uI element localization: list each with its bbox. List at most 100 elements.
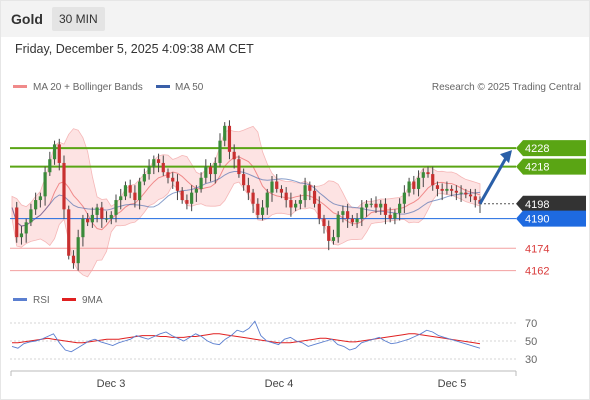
- candle: [379, 200, 383, 215]
- candle: [450, 185, 454, 197]
- candle-body: [331, 237, 336, 241]
- candle: [67, 205, 71, 260]
- candle-body: [431, 174, 435, 186]
- price-panel: 4228 4218 4198 4190 4174 4162: [10, 120, 586, 278]
- candle-body: [289, 200, 293, 208]
- price-tag-4218: 4218: [516, 158, 586, 175]
- candle-body: [199, 177, 203, 189]
- candle-body: [180, 190, 184, 201]
- candle: [360, 200, 364, 227]
- candle: [81, 214, 85, 247]
- candle-body: [440, 188, 444, 191]
- rsi-ma9-line: [12, 333, 481, 345]
- candle: [246, 177, 250, 201]
- candle: [213, 157, 217, 184]
- candle-body: [190, 192, 194, 204]
- price-tag-4190: 4190: [516, 210, 586, 227]
- candle-body: [237, 159, 241, 175]
- ma20-legend-label: MA 20 + Bollinger Bands: [33, 82, 143, 93]
- candle: [100, 201, 104, 228]
- candle: [48, 151, 52, 176]
- candle-body: [251, 192, 255, 204]
- candle-body: [104, 218, 109, 220]
- candle: [431, 166, 435, 191]
- candle-body: [81, 218, 85, 238]
- candle-body: [15, 207, 19, 238]
- candle: [166, 168, 170, 184]
- candle: [114, 194, 118, 223]
- candle: [317, 196, 321, 225]
- candle-body: [213, 162, 217, 175]
- candle: [38, 192, 42, 208]
- candle: [71, 250, 76, 269]
- candle-body: [388, 214, 392, 219]
- candle: [473, 188, 477, 208]
- candle-body: [147, 166, 151, 175]
- candle: [138, 177, 142, 210]
- candle-body: [256, 203, 260, 215]
- candle: [109, 211, 113, 225]
- candle: [171, 172, 175, 189]
- candle-body: [57, 144, 61, 163]
- candle: [327, 220, 331, 251]
- candle: [185, 194, 189, 210]
- candle-body: [246, 185, 250, 193]
- ma50-legend-label: MA 50: [175, 82, 204, 93]
- candle: [128, 179, 132, 199]
- candle: [275, 174, 279, 193]
- candle-body: [383, 203, 388, 215]
- candle: [15, 201, 19, 243]
- rsi-level-label-70: 70: [525, 318, 537, 330]
- candle: [435, 181, 440, 197]
- candle-body: [38, 196, 42, 201]
- candle-body: [156, 159, 161, 163]
- candle-body: [232, 151, 236, 160]
- candle-body: [346, 211, 350, 219]
- candle-body: [407, 181, 411, 193]
- candle: [199, 172, 203, 193]
- candle: [421, 168, 425, 188]
- candle: [237, 155, 241, 178]
- candle-body: [464, 192, 468, 195]
- candle-body: [327, 226, 331, 241]
- candle: [52, 140, 57, 165]
- research-credit: Research © 2025 Trading Central: [432, 82, 581, 93]
- x-axis-labels: Dec 3 Dec 4 Dec 5: [97, 378, 467, 390]
- x-axis-label: Dec 3: [97, 378, 126, 390]
- candle: [440, 183, 444, 201]
- candle-body: [270, 181, 274, 193]
- price-tag-label: 4190: [525, 214, 549, 226]
- candle-body: [445, 188, 449, 191]
- candle: [303, 177, 307, 208]
- candle: [289, 192, 293, 217]
- candle-body: [133, 192, 137, 201]
- candle: [208, 162, 213, 182]
- candle: [388, 207, 392, 223]
- candle: [279, 185, 284, 199]
- ma50-line: [11, 170, 481, 227]
- forecast-arrow-shaft: [478, 155, 509, 205]
- instrument-title: Gold: [11, 11, 43, 27]
- timestamp: Friday, December 5, 2025 4:09:38 AM CET: [15, 42, 254, 56]
- candle: [407, 177, 411, 197]
- candle: [468, 188, 473, 202]
- candle: [104, 211, 109, 223]
- candle: [270, 175, 274, 202]
- candle-body: [95, 207, 99, 215]
- candle-body: [459, 192, 463, 194]
- candle: [152, 155, 156, 175]
- candle-body: [355, 218, 359, 223]
- candle: [260, 200, 265, 221]
- rsi9-legend-swatch: [62, 298, 76, 301]
- timeframe-button[interactable]: 30 MIN: [52, 7, 105, 31]
- candle-body: [265, 192, 269, 208]
- candle-body: [227, 125, 232, 152]
- candle: [341, 205, 345, 223]
- forecast-arrow-head: [500, 150, 512, 164]
- candle-body: [398, 203, 402, 214]
- candle-body: [24, 222, 28, 234]
- candle-body: [454, 190, 458, 193]
- price-tag-shape: [516, 210, 586, 227]
- candle-body: [208, 166, 213, 175]
- candle-body: [341, 211, 345, 215]
